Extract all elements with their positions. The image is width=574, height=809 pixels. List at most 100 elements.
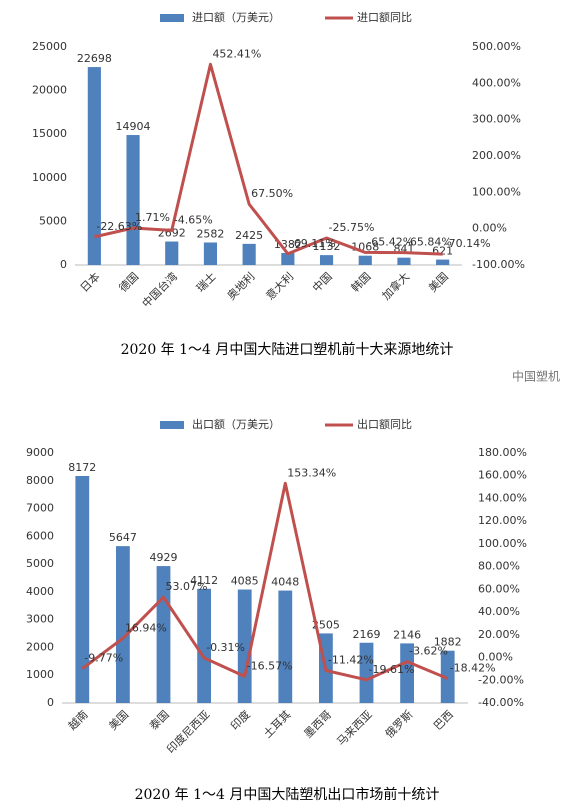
- bar-value-label: 1382: [274, 238, 302, 251]
- y2-tick-label: 160.00%: [478, 469, 527, 482]
- bar: [359, 642, 374, 703]
- bar: [400, 643, 415, 703]
- y2-tick-label: 300.00%: [472, 113, 521, 126]
- bar: [203, 242, 218, 265]
- line-value-label: -25.75%: [329, 221, 375, 234]
- line-value-label: -11.42%: [328, 654, 374, 667]
- bar: [197, 588, 212, 703]
- line-value-label: 67.50%: [251, 187, 293, 200]
- x-tick-label: 韩国: [348, 269, 373, 294]
- bar: [281, 252, 295, 265]
- y2-tick-label: 120.00%: [478, 514, 527, 527]
- bar: [319, 255, 334, 265]
- line-value-label: 1.71%: [135, 211, 170, 224]
- line-value-label: -16.57%: [247, 659, 293, 672]
- x-tick-label: 印度: [227, 707, 252, 732]
- y-tick-label: 9000: [26, 446, 54, 459]
- bar-value-label: 4112: [190, 574, 218, 587]
- line-value-label: 53.07%: [166, 580, 208, 593]
- y-tick-label: 8000: [26, 474, 54, 487]
- x-tick-label: 泰国: [146, 707, 171, 732]
- line-value-label: -9.77%: [84, 652, 123, 665]
- y-tick-label: 5000: [39, 214, 67, 227]
- bar-value-label: 4048: [271, 576, 299, 589]
- y-tick-label: 4000: [26, 585, 54, 598]
- bar: [358, 255, 372, 265]
- line-value-label: -22.63%: [96, 220, 142, 233]
- line-value-label: 153.34%: [287, 466, 336, 479]
- x-tick-label: 墨西哥: [302, 708, 335, 741]
- y-tick-label: 0: [60, 258, 67, 271]
- y2-tick-label: 100.00%: [478, 537, 527, 550]
- y2-tick-label: 20.00%: [478, 628, 520, 641]
- legend-label: 进口额同比: [357, 11, 412, 24]
- y-tick-label: 6000: [26, 529, 54, 542]
- x-tick-label: 马来西亚: [334, 708, 374, 748]
- line-value-label: -19.61%: [369, 663, 415, 676]
- bar-value-label: 1882: [434, 636, 462, 649]
- y2-tick-label: -20.00%: [478, 673, 524, 686]
- line-value-label: -4.65%: [174, 213, 213, 226]
- y2-tick-label: 200.00%: [472, 149, 521, 162]
- line-value-label: -3.62%: [409, 645, 448, 658]
- bar: [397, 257, 411, 265]
- y-tick-label: 10000: [32, 171, 67, 184]
- bar-value-label: 5647: [109, 531, 137, 544]
- bar-value-label: 4929: [150, 551, 178, 564]
- y-tick-label: 25000: [32, 40, 67, 53]
- line-value-label: -69.11%: [290, 237, 336, 250]
- y2-tick-label: 400.00%: [472, 76, 521, 89]
- bar-value-label: 22698: [77, 52, 112, 65]
- x-tick-label: 美国: [106, 708, 131, 733]
- y2-tick-label: 40.00%: [478, 605, 520, 618]
- line-value-label: -0.31%: [206, 641, 245, 654]
- y2-tick-label: 100.00%: [472, 185, 521, 198]
- legend-label: 出口额（万美元）: [192, 417, 280, 431]
- y-tick-label: 3000: [26, 613, 54, 626]
- y-tick-label: 5000: [26, 557, 54, 570]
- x-tick-label: 意大利: [263, 269, 296, 302]
- y2-tick-label: 0.00%: [472, 222, 507, 235]
- bar: [126, 135, 140, 265]
- line-value-label: -18.42%: [450, 661, 496, 674]
- bar-value-label: 4085: [231, 575, 259, 588]
- y-tick-label: 7000: [26, 502, 54, 515]
- line-value-label: 452.41%: [212, 47, 261, 60]
- y2-tick-label: 0.00%: [478, 651, 513, 664]
- bar-value-label: 14904: [116, 120, 151, 133]
- x-tick-label: 奥地利: [224, 269, 257, 302]
- x-tick-label: 中国台湾: [139, 269, 180, 310]
- y2-tick-label: -40.00%: [478, 696, 524, 709]
- y2-tick-label: 80.00%: [478, 560, 520, 573]
- chart-title: 2020 年 1～4 月中国大陆进口塑机前十大来源地统计: [121, 341, 454, 358]
- bar: [87, 67, 101, 265]
- x-tick-label: 德国: [116, 269, 141, 294]
- x-tick-label: 越南: [65, 707, 90, 732]
- bar: [436, 259, 450, 265]
- y-tick-label: 15000: [32, 127, 67, 140]
- bar-value-label: 1132: [313, 240, 341, 253]
- y-tick-label: 20000: [32, 84, 67, 97]
- x-tick-label: 美国: [426, 270, 451, 295]
- x-tick-label: 土耳其: [261, 708, 294, 741]
- y-tick-label: 2000: [26, 640, 54, 653]
- legend-swatch: [160, 421, 184, 429]
- line-series: [81, 481, 449, 682]
- x-tick-label: 巴西: [431, 708, 456, 733]
- bar: [75, 476, 90, 703]
- y2-tick-label: 500.00%: [472, 40, 521, 53]
- bar-value-label: 2582: [196, 227, 224, 240]
- x-tick-label: 俄罗斯: [383, 708, 416, 741]
- bar-value-label: 2146: [393, 628, 421, 641]
- line-value-label: -65.42%: [367, 235, 413, 248]
- bar: [242, 243, 256, 265]
- x-tick-label: 中国: [310, 270, 335, 295]
- x-tick-label: 瑞士: [193, 269, 218, 294]
- y2-tick-label: 180.00%: [478, 446, 527, 459]
- y-tick-label: 1000: [26, 668, 54, 681]
- bar: [165, 241, 179, 265]
- y-tick-label: 0: [47, 696, 54, 709]
- legend-swatch: [160, 14, 184, 22]
- chart-title: 2020 年 1～4 月中国大陆塑机出口市场前十统计: [135, 786, 440, 803]
- y2-tick-label: -100.00%: [472, 258, 525, 271]
